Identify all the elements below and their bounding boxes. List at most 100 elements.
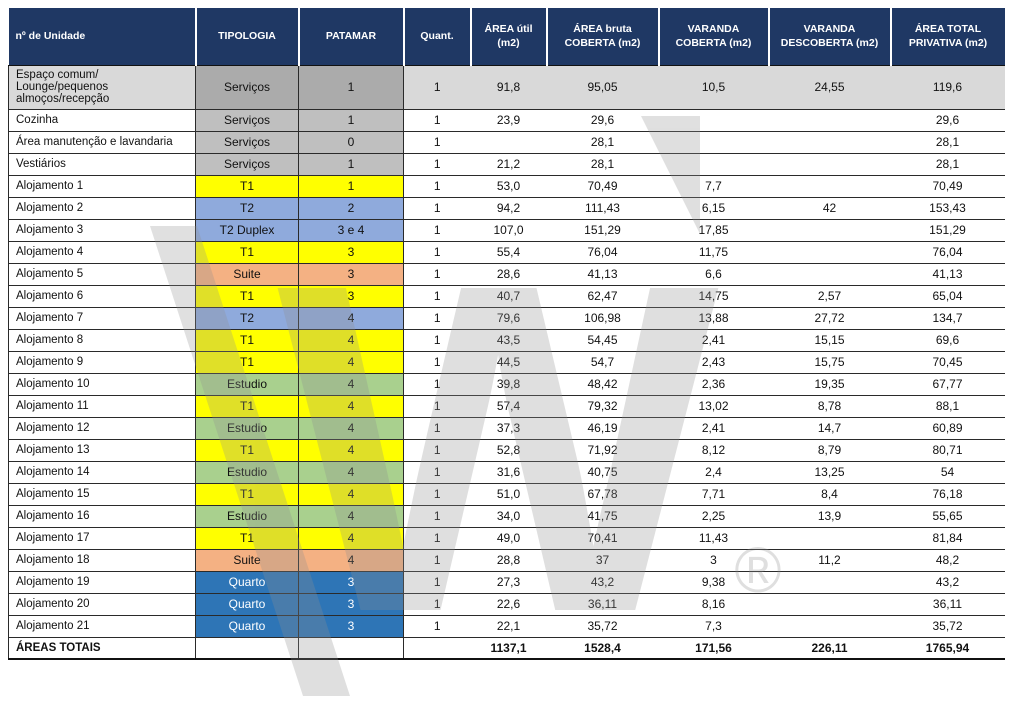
table-row: Alojamento 8 T1 4 1 43,5 54,45 2,41 15,15 69,6 bbox=[8, 328, 1005, 352]
varanda-coberta-cell: 8,12 bbox=[658, 438, 769, 462]
quant-cell: 1 bbox=[403, 240, 471, 264]
area-bruta-cell: 95,05 bbox=[546, 64, 659, 110]
area-bruta-cell: 40,75 bbox=[546, 460, 659, 484]
quant-cell bbox=[403, 636, 471, 660]
varanda-coberta-cell: 8,16 bbox=[658, 592, 769, 616]
varanda-coberta-cell: 11,75 bbox=[658, 240, 769, 264]
area-util-cell: 31,6 bbox=[470, 460, 547, 484]
quant-cell: 1 bbox=[403, 482, 471, 506]
unit-cell: Alojamento 10 bbox=[8, 372, 196, 396]
area-bruta-cell: 70,49 bbox=[546, 174, 659, 198]
area-util-cell: 40,7 bbox=[470, 284, 547, 308]
area-bruta-cell: 71,92 bbox=[546, 438, 659, 462]
varanda-coberta-cell: 2,41 bbox=[658, 328, 769, 352]
varanda-coberta-cell: 2,41 bbox=[658, 416, 769, 440]
area-util-cell: 79,6 bbox=[470, 306, 547, 330]
area-bruta-cell: 46,19 bbox=[546, 416, 659, 440]
varanda-descoberta-cell bbox=[768, 174, 891, 198]
table-row: Alojamento 1 T1 1 1 53,0 70,49 7,7 70,49 bbox=[8, 174, 1005, 198]
quant-cell: 1 bbox=[403, 350, 471, 374]
patamar-cell: 3 bbox=[298, 614, 404, 638]
patamar-cell: 2 bbox=[298, 196, 404, 220]
totals-row: ÁREAS TOTAIS 1137,1 1528,4 171,56 226,11 1765… bbox=[8, 636, 1005, 660]
area-bruta-cell: 62,47 bbox=[546, 284, 659, 308]
varanda-descoberta-cell bbox=[768, 152, 891, 176]
varanda-coberta-cell: 6,6 bbox=[658, 262, 769, 286]
unit-cell: Alojamento 14 bbox=[8, 460, 196, 484]
varanda-coberta-cell: 2,4 bbox=[658, 460, 769, 484]
area-total-cell: 48,2 bbox=[890, 548, 1005, 572]
table-row: Alojamento 5 Suite 3 1 28,6 41,13 6,6 41,13 bbox=[8, 262, 1005, 286]
tipologia-cell: T1 bbox=[195, 394, 299, 418]
varanda-descoberta-cell bbox=[768, 526, 891, 550]
unit-cell: Alojamento 11 bbox=[8, 394, 196, 418]
area-total-cell: 41,13 bbox=[890, 262, 1005, 286]
tipologia-cell: T1 bbox=[195, 328, 299, 352]
unit-cell: Alojamento 17 bbox=[8, 526, 196, 550]
unit-cell: Alojamento 13 bbox=[8, 438, 196, 462]
varanda-descoberta-cell bbox=[768, 130, 891, 154]
patamar-cell: 4 bbox=[298, 328, 404, 352]
patamar-cell: 4 bbox=[298, 350, 404, 374]
unit-cell: Vestiários bbox=[8, 152, 196, 176]
area-bruta-cell: 106,98 bbox=[546, 306, 659, 330]
patamar-cell: 3 bbox=[298, 284, 404, 308]
unit-cell: Espaço comum/ Lounge/pequenos almoços/re… bbox=[8, 64, 196, 110]
quant-cell: 1 bbox=[403, 592, 471, 616]
area-bruta-cell: 76,04 bbox=[546, 240, 659, 264]
patamar-cell: 4 bbox=[298, 482, 404, 506]
area-total-cell: 29,6 bbox=[890, 108, 1005, 132]
quant-cell: 1 bbox=[403, 548, 471, 572]
area-total-cell: 43,2 bbox=[890, 570, 1005, 594]
quant-cell: 1 bbox=[403, 394, 471, 418]
unit-cell: Alojamento 8 bbox=[8, 328, 196, 352]
table-row: Alojamento 7 T2 4 1 79,6 106,98 13,88 27,72 134,… bbox=[8, 306, 1005, 330]
area-total-cell: 119,6 bbox=[890, 64, 1005, 110]
varanda-descoberta-cell: 19,35 bbox=[768, 372, 891, 396]
table-row: Alojamento 6 T1 3 1 40,7 62,47 14,75 2,57 65,04 bbox=[8, 284, 1005, 308]
area-util-cell: 22,6 bbox=[470, 592, 547, 616]
area-bruta-cell: 79,32 bbox=[546, 394, 659, 418]
area-total-cell: 153,43 bbox=[890, 196, 1005, 220]
quant-cell: 1 bbox=[403, 372, 471, 396]
area-util-cell: 51,0 bbox=[470, 482, 547, 506]
tipologia-cell bbox=[195, 636, 299, 660]
area-bruta-cell: 28,1 bbox=[546, 152, 659, 176]
area-util-cell: 27,3 bbox=[470, 570, 547, 594]
column-header-6: ÁREA bruta COBERTA (m2) bbox=[546, 8, 660, 66]
quant-cell: 1 bbox=[403, 64, 471, 110]
table-row: Alojamento 18 Suite 4 1 28,8 37 3 11,2 48,2 bbox=[8, 548, 1005, 572]
quant-cell: 1 bbox=[403, 504, 471, 528]
varanda-descoberta-cell: 27,72 bbox=[768, 306, 891, 330]
table-row: Alojamento 11 T1 4 1 57,4 79,32 13,02 8,78 88,1 bbox=[8, 394, 1005, 418]
tipologia-cell: T1 bbox=[195, 438, 299, 462]
quant-cell: 1 bbox=[403, 438, 471, 462]
quant-cell: 1 bbox=[403, 614, 471, 638]
varanda-descoberta-cell: 14,7 bbox=[768, 416, 891, 440]
area-total-cell: 54 bbox=[890, 460, 1005, 484]
quant-cell: 1 bbox=[403, 196, 471, 220]
patamar-cell: 3 bbox=[298, 240, 404, 264]
table-row: Alojamento 19 Quarto 3 1 27,3 43,2 9,38 43,2 bbox=[8, 570, 1005, 594]
column-header-9: ÁREA TOTAL PRIVATIVA (m2) bbox=[890, 8, 1005, 66]
table-row: Espaço comum/ Lounge/pequenos almoços/re… bbox=[8, 64, 1005, 110]
area-util-cell: 21,2 bbox=[470, 152, 547, 176]
quant-cell: 1 bbox=[403, 570, 471, 594]
patamar-cell: 4 bbox=[298, 526, 404, 550]
area-total-cell: 134,7 bbox=[890, 306, 1005, 330]
tipologia-cell: Serviços bbox=[195, 64, 299, 110]
area-bruta-cell: 111,43 bbox=[546, 196, 659, 220]
tipologia-cell: Estudio bbox=[195, 416, 299, 440]
varanda-descoberta-cell: 11,2 bbox=[768, 548, 891, 572]
varanda-coberta-cell: 7,3 bbox=[658, 614, 769, 638]
quant-cell: 1 bbox=[403, 218, 471, 242]
varanda-coberta-cell: 13,88 bbox=[658, 306, 769, 330]
quant-cell: 1 bbox=[403, 152, 471, 176]
column-header-5: ÁREA útil (m2) bbox=[470, 8, 548, 66]
area-bruta-cell: 29,6 bbox=[546, 108, 659, 132]
area-bruta-cell: 28,1 bbox=[546, 130, 659, 154]
table-row: Alojamento 4 T1 3 1 55,4 76,04 11,75 76,04 bbox=[8, 240, 1005, 264]
area-total-cell: 1765,94 bbox=[890, 636, 1005, 660]
unit-cell: ÁREAS TOTAIS bbox=[8, 636, 196, 660]
area-total-cell: 151,29 bbox=[890, 218, 1005, 242]
